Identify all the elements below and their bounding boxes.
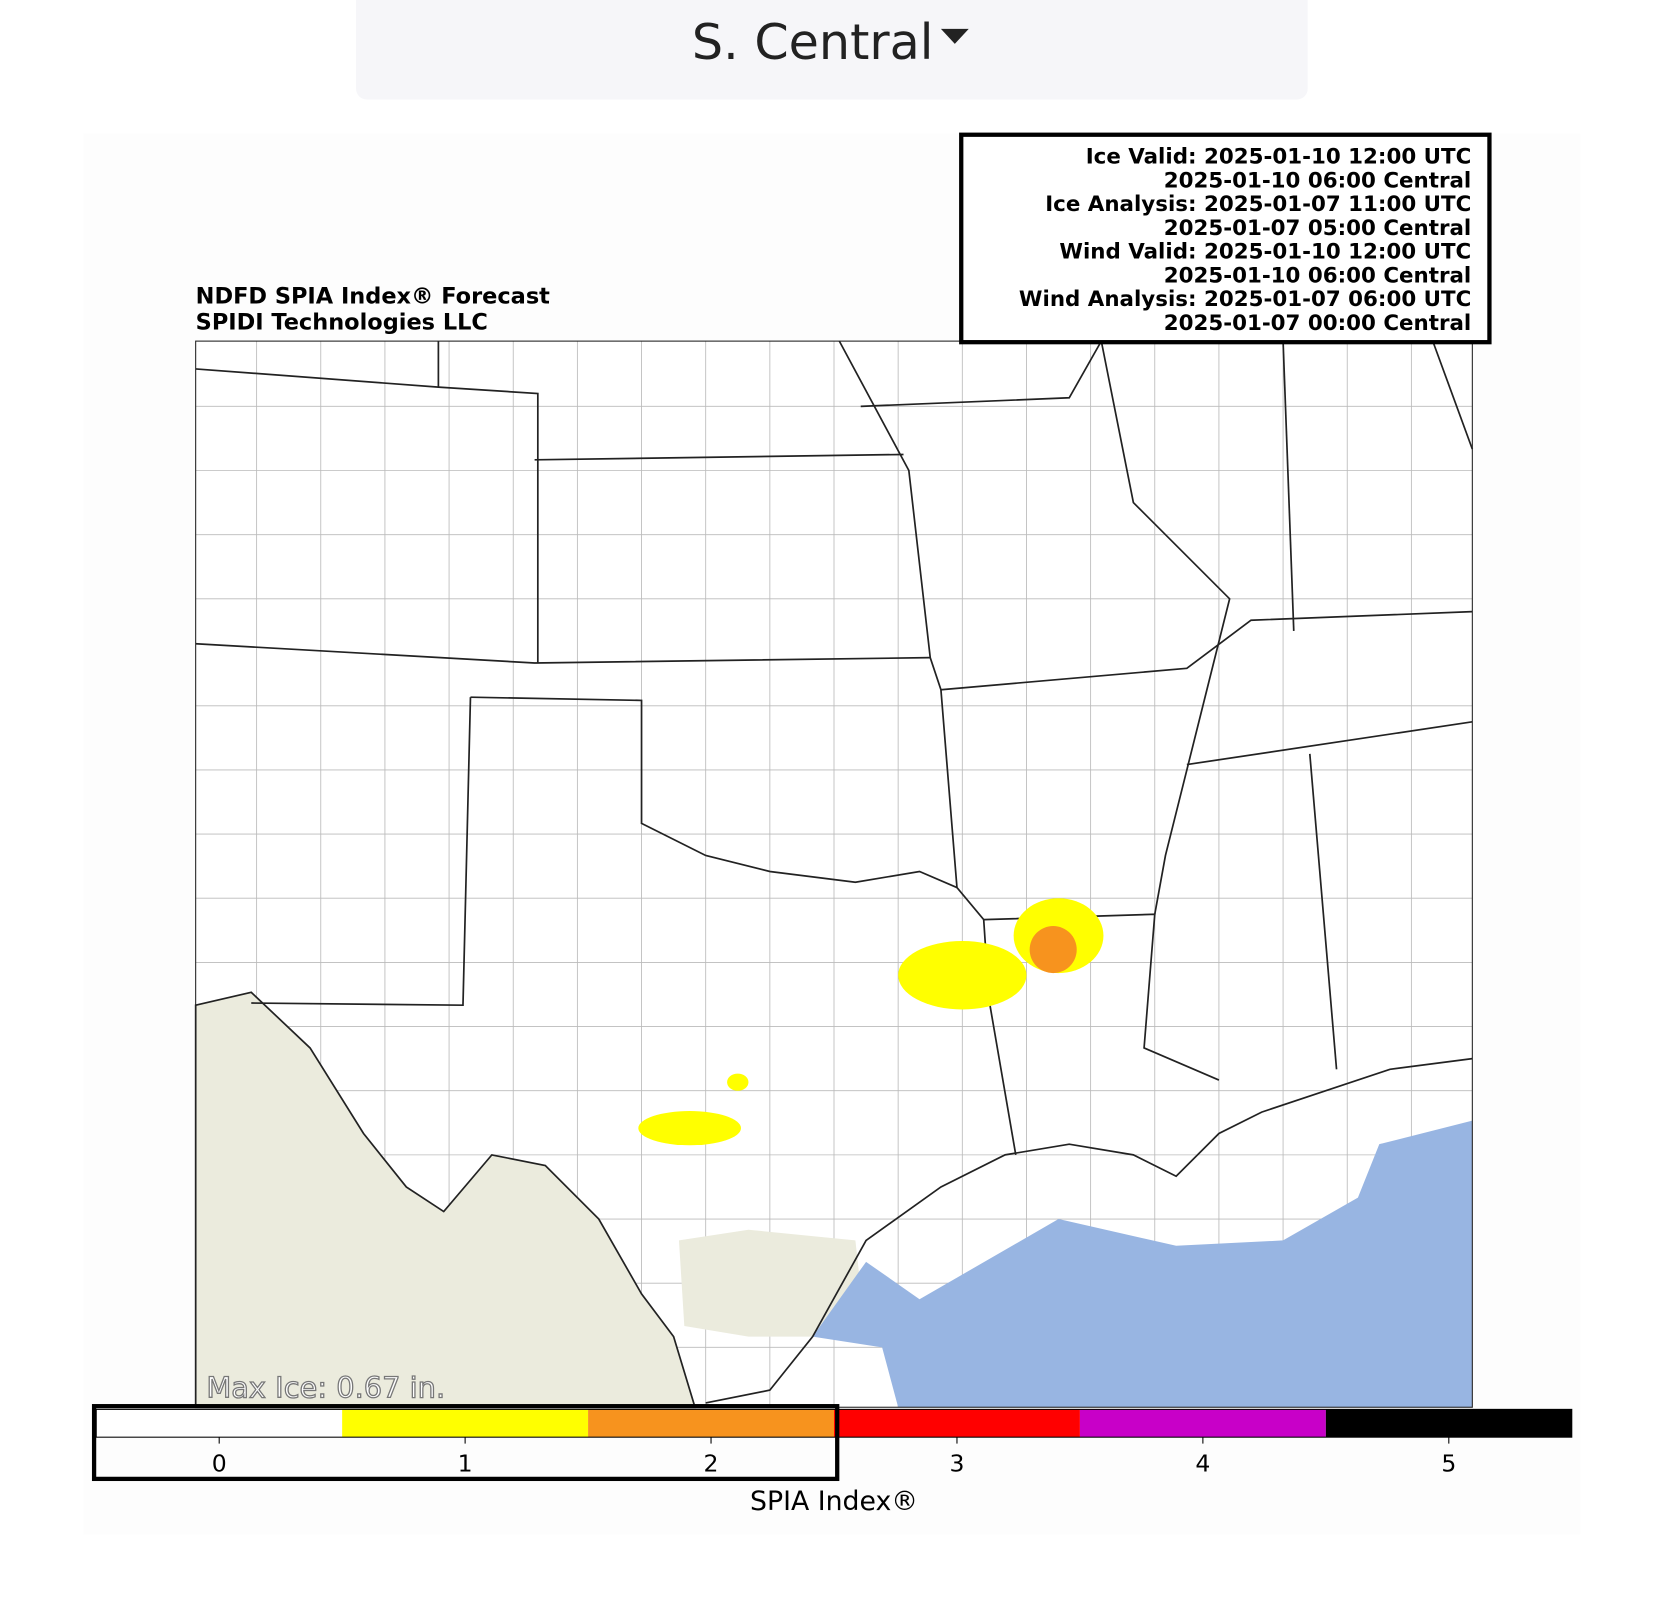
info-line: Wind Valid: 2025-01-10 12:00 UTC [1059,240,1471,265]
colorbar-tick-label: 0 [212,1449,227,1477]
info-line: Wind Analysis: 2025-01-07 06:00 UTC [1019,287,1471,312]
info-line: 2025-01-10 06:00 Central [1164,168,1472,193]
info-line: 2025-01-07 00:00 Central [1164,311,1472,336]
ice-area [638,1111,741,1146]
info-lines: Ice Valid: 2025-01-10 12:00 UTC2025-01-1… [1019,145,1471,336]
ice-areas [638,898,1104,1146]
shaded-counties [678,1229,867,1337]
colorbar-tick-label: 2 [704,1449,719,1477]
dropdown-bg[interactable] [356,0,1308,100]
colorbar-tick-label: 3 [949,1449,964,1477]
ice-area [1029,926,1077,974]
colorbar-tick-label: 5 [1441,1449,1456,1477]
colorbar-segment [1325,1409,1572,1438]
map: Max Ice: 0.67 in. [194,340,1474,1409]
colorbar-label: SPIA Index® [750,1486,918,1517]
dropdown-label[interactable]: S. Central [692,13,934,71]
info-box [959,132,1492,345]
ice-area [898,941,1027,1010]
map-subtitle: SPIDI Technologies LLC [196,309,488,335]
map-title: NDFD SPIA Index® Forecast [196,284,551,310]
max-ice: Max Ice: 0.67 in. [206,1371,445,1405]
county-grid [195,341,1473,1408]
colorbar-segment [1079,1409,1326,1438]
colorbar-segment [96,1409,343,1438]
state-borders [195,340,1474,1156]
info-line: 2025-01-10 06:00 Central [1164,263,1472,288]
ice-area [727,1073,749,1091]
info-line: 2025-01-07 05:00 Central [1164,216,1472,241]
colorbar-highlight [91,1404,840,1482]
colorbar-segment [588,1409,834,1438]
region-dropdown[interactable]: S. Central [356,0,1308,100]
colorbar-segment [834,1409,1080,1438]
colorbar: 0 1 2 3 4 5 [95,1408,1573,1477]
dropdown-caret[interactable] [940,28,969,44]
info-line: Ice Analysis: 2025-01-07 11:00 UTC [1045,192,1471,217]
gulf [812,1120,1473,1408]
mexico [194,991,697,1409]
colorbar-segment [342,1409,589,1438]
colorbar-tick-label: 1 [458,1449,473,1477]
colorbar-tick-label: 4 [1195,1449,1210,1477]
coastline [705,1057,1473,1404]
info-line: Ice Valid: 2025-01-10 12:00 UTC [1086,145,1472,170]
